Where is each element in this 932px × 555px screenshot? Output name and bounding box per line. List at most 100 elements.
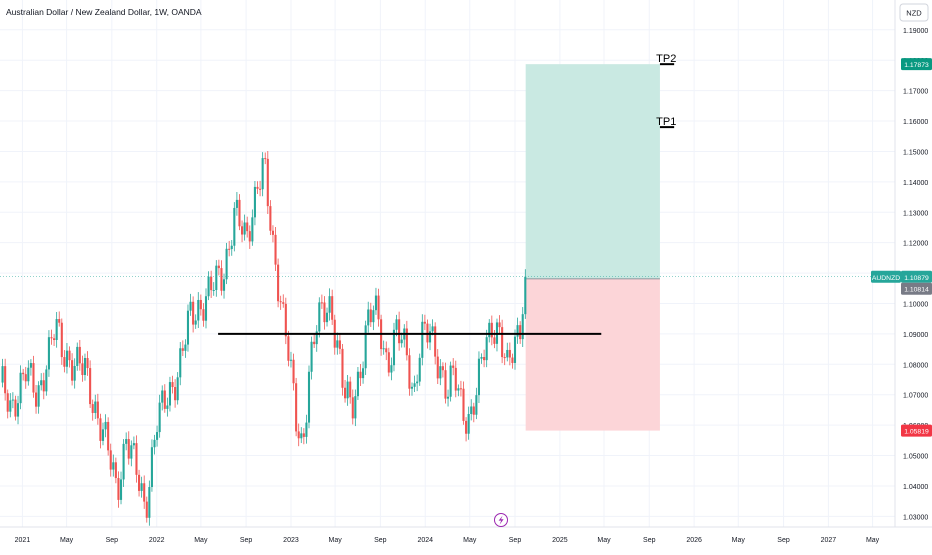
candle-body: [22, 372, 25, 375]
candle-body: [228, 248, 231, 250]
candle-body: [325, 312, 329, 323]
candle-body: [153, 439, 156, 448]
candle-body: [202, 309, 205, 321]
candle-body: [519, 325, 522, 340]
candle-body: [313, 341, 316, 345]
candle-body: [395, 319, 398, 330]
candle-body: [78, 346, 81, 364]
flash-icon[interactable]: [494, 513, 508, 527]
candle-body: [179, 348, 182, 378]
symbol-label: AUDNZD: [872, 275, 900, 282]
candle-body: [387, 352, 390, 373]
candle-body: [328, 296, 331, 313]
price-labels: 1.17873 AUDNZD 1.10879 1.10814 1.05819: [871, 58, 932, 437]
candle-body: [83, 358, 87, 376]
price-label-bg: [901, 270, 932, 283]
candle-body: [112, 462, 115, 470]
price-label-bg: [901, 58, 932, 71]
candle-body: [50, 337, 53, 339]
candle-body: [516, 325, 519, 337]
y-tick-label: 1.05000: [903, 454, 928, 461]
candle-body: [132, 443, 135, 446]
candle-body: [11, 399, 14, 401]
price-label: 1.05819: [904, 429, 929, 436]
price-axis[interactable]: 1.190001.180001.170001.160001.150001.140…: [894, 0, 928, 527]
chart-title: Australian Dollar / New Zealand Dollar, …: [6, 7, 202, 17]
candle-body: [346, 381, 349, 399]
candle-body: [210, 276, 213, 291]
candle-body: [42, 380, 45, 392]
time-axis[interactable]: 2021 May Sep 2022 May Sep 2023 May Sep 2024 May Sep…: [0, 526, 932, 544]
candle-body: [161, 390, 164, 403]
candle-body: [323, 302, 326, 323]
candle-body: [336, 340, 339, 348]
candle-body: [506, 349, 509, 358]
candle-body: [176, 377, 179, 401]
candle-body: [362, 368, 365, 379]
x-tick-label: May: [194, 537, 208, 544]
candle-body: [289, 359, 293, 361]
candle-body: [292, 359, 295, 384]
y-tick-label: 1.12000: [903, 241, 928, 248]
candle-body: [138, 474, 141, 491]
candle-body: [45, 369, 48, 392]
candle-body: [199, 299, 202, 310]
candle-body: [150, 447, 153, 488]
x-tick-label: 2024: [417, 537, 433, 544]
candle-body: [243, 222, 246, 235]
currency-button[interactable]: NZD: [899, 3, 929, 22]
candle-body: [369, 309, 372, 323]
position-zones[interactable]: [525, 64, 660, 431]
x-tick-label: Sep: [777, 537, 790, 544]
candle-body: [470, 406, 473, 415]
candle-body: [194, 320, 197, 325]
candle-body: [1, 366, 4, 383]
candle-body: [37, 385, 40, 407]
candle-body: [9, 400, 12, 412]
candle-body: [521, 314, 524, 340]
candle-body: [207, 276, 210, 297]
candle-body: [488, 322, 491, 338]
candle-body: [307, 371, 311, 423]
stop-zone[interactable]: [525, 278, 660, 431]
price-label-bg: [901, 424, 932, 437]
price-label: 1.17873: [904, 62, 929, 69]
candle-body: [140, 483, 143, 491]
candle-body: [418, 357, 421, 382]
candle-body: [351, 397, 354, 419]
drawings[interactable]: TP2 TP1: [0, 53, 895, 335]
candle-body: [101, 429, 105, 441]
candle-body: [238, 199, 241, 227]
candle-body: [19, 372, 22, 404]
grid-lines: [0, 0, 895, 527]
target-zone[interactable]: [525, 64, 660, 279]
candle-body: [168, 382, 172, 406]
candle-body: [266, 158, 269, 207]
candle-body: [428, 331, 432, 343]
candle-body: [215, 265, 218, 290]
candle-body: [480, 357, 483, 359]
candles: [1, 150, 527, 526]
candle-body: [398, 319, 401, 344]
candle-body: [222, 279, 226, 291]
candle-body: [421, 321, 424, 358]
price-label: 1.10879: [904, 275, 929, 282]
candle-body: [320, 302, 323, 304]
y-tick-label: 1.16000: [903, 119, 928, 126]
price-label-bg: [901, 282, 932, 295]
candle-body: [14, 399, 17, 417]
candle-body: [114, 462, 117, 479]
x-tick-label: May: [329, 537, 343, 544]
candle-body: [297, 431, 300, 439]
candle-body: [434, 326, 437, 357]
candle-body: [392, 329, 396, 366]
candle-body: [400, 339, 403, 344]
candle-body: [99, 418, 102, 441]
candle-body: [156, 432, 159, 440]
candle-body: [501, 327, 504, 358]
candle-body: [315, 331, 318, 345]
candle-body: [449, 365, 452, 397]
candle-body: [89, 368, 92, 405]
candle-body: [359, 371, 362, 379]
